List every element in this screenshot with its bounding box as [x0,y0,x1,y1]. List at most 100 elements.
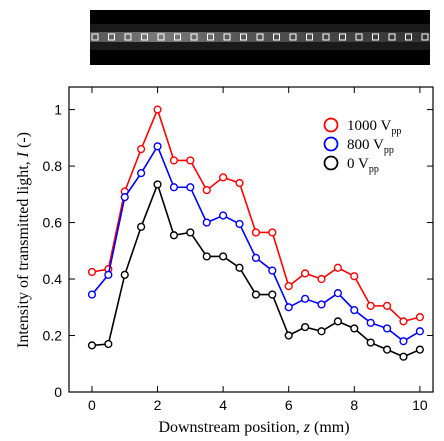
x-tick-label: 6 [285,397,293,413]
channel-photo-strip [90,10,430,65]
tick-labels: 0 2 4 6 8 10 0 0.2 0.4 0.6 0.8 1 [43,102,428,413]
photo-marker [273,33,280,41]
data-point [333,317,343,326]
photo-marker [289,33,297,41]
data-point [350,306,359,315]
x-axis-title: Downstream position, z (mm) [158,419,349,436]
y-tick-label: 0.2 [43,328,63,344]
photo-marker [108,33,115,41]
data-point [87,290,97,299]
data-point [153,105,162,114]
data-point [251,253,261,262]
data-point [382,301,392,310]
x-tick-label: 10 [412,397,428,413]
photo-marker [388,33,396,41]
x-tick-label: 8 [350,397,358,413]
data-point [219,252,228,261]
data-point [137,222,146,231]
legend-label: 0 Vpp [347,156,379,175]
data-point [104,270,113,279]
photo-marker [405,33,412,41]
data-point [301,269,310,278]
photo-marker [190,33,198,41]
data-point [366,318,375,327]
data-point [415,345,424,354]
data-point [301,322,310,332]
photo-marker [355,33,363,41]
data-point [219,173,228,182]
data-point [415,327,424,336]
y-tick-label: 0.4 [43,271,63,287]
data-point [169,156,179,165]
photo-marker [240,33,247,41]
data-point [399,337,408,346]
plot-frame [68,86,434,393]
x-tick-label: 2 [154,397,162,413]
data-point [202,185,211,195]
data-point [333,263,343,272]
data-point [137,169,146,178]
data-point [317,300,326,309]
data-point [169,231,179,240]
series-2 [87,180,424,361]
data-point [219,211,228,220]
photo-marker [223,33,231,41]
data-point [350,272,359,281]
data-point [350,324,359,333]
series-line [91,182,421,358]
data-point [87,267,97,277]
data-point [268,290,277,299]
y-tick-label: 0 [54,384,62,400]
photo-marker [322,33,330,41]
data-point [251,290,261,299]
data-point [284,303,293,312]
photo-marker [421,33,429,41]
photo-marker [174,33,181,41]
data-point [415,313,424,322]
data-point [268,228,277,237]
data-point [153,180,162,189]
data-point [120,193,129,202]
y-tick-label: 0.8 [43,158,63,174]
data-point [169,183,179,192]
photo-marker [141,33,148,41]
data-point [251,228,261,237]
data-point [382,345,392,354]
data-point [87,341,97,350]
photo-marker [339,33,346,41]
photo-marker [124,33,132,41]
data-point [366,338,375,347]
photo-marker [91,33,99,41]
series-layer [87,105,424,361]
data-point [333,289,343,298]
photo-marker [256,33,264,41]
x-tick-label: 4 [219,397,227,413]
legend-label: 800 Vpp [347,137,394,156]
data-point [186,228,195,237]
legend-marker [323,117,339,133]
data-point [399,317,408,326]
data-point [202,218,211,227]
photo-position-markers [91,33,429,41]
data-point [399,352,408,361]
x-tick-label: 0 [88,397,96,413]
data-point [186,156,195,165]
data-point [284,281,293,291]
photo-marker [306,33,313,41]
data-point [301,294,310,303]
data-point [317,274,326,284]
y-axis-title: Intensity of transmitted light, I (-) [15,132,32,348]
data-point [382,324,392,333]
data-point [202,252,211,261]
data-point [104,339,113,349]
y-tick-label: 1 [54,102,62,118]
legend-marker [323,155,339,171]
data-point [268,266,277,275]
legend-marker [323,136,339,152]
data-point [284,331,293,340]
series-1 [87,142,424,346]
legend-label: 1000 Vpp [347,118,401,137]
data-point [235,219,244,229]
